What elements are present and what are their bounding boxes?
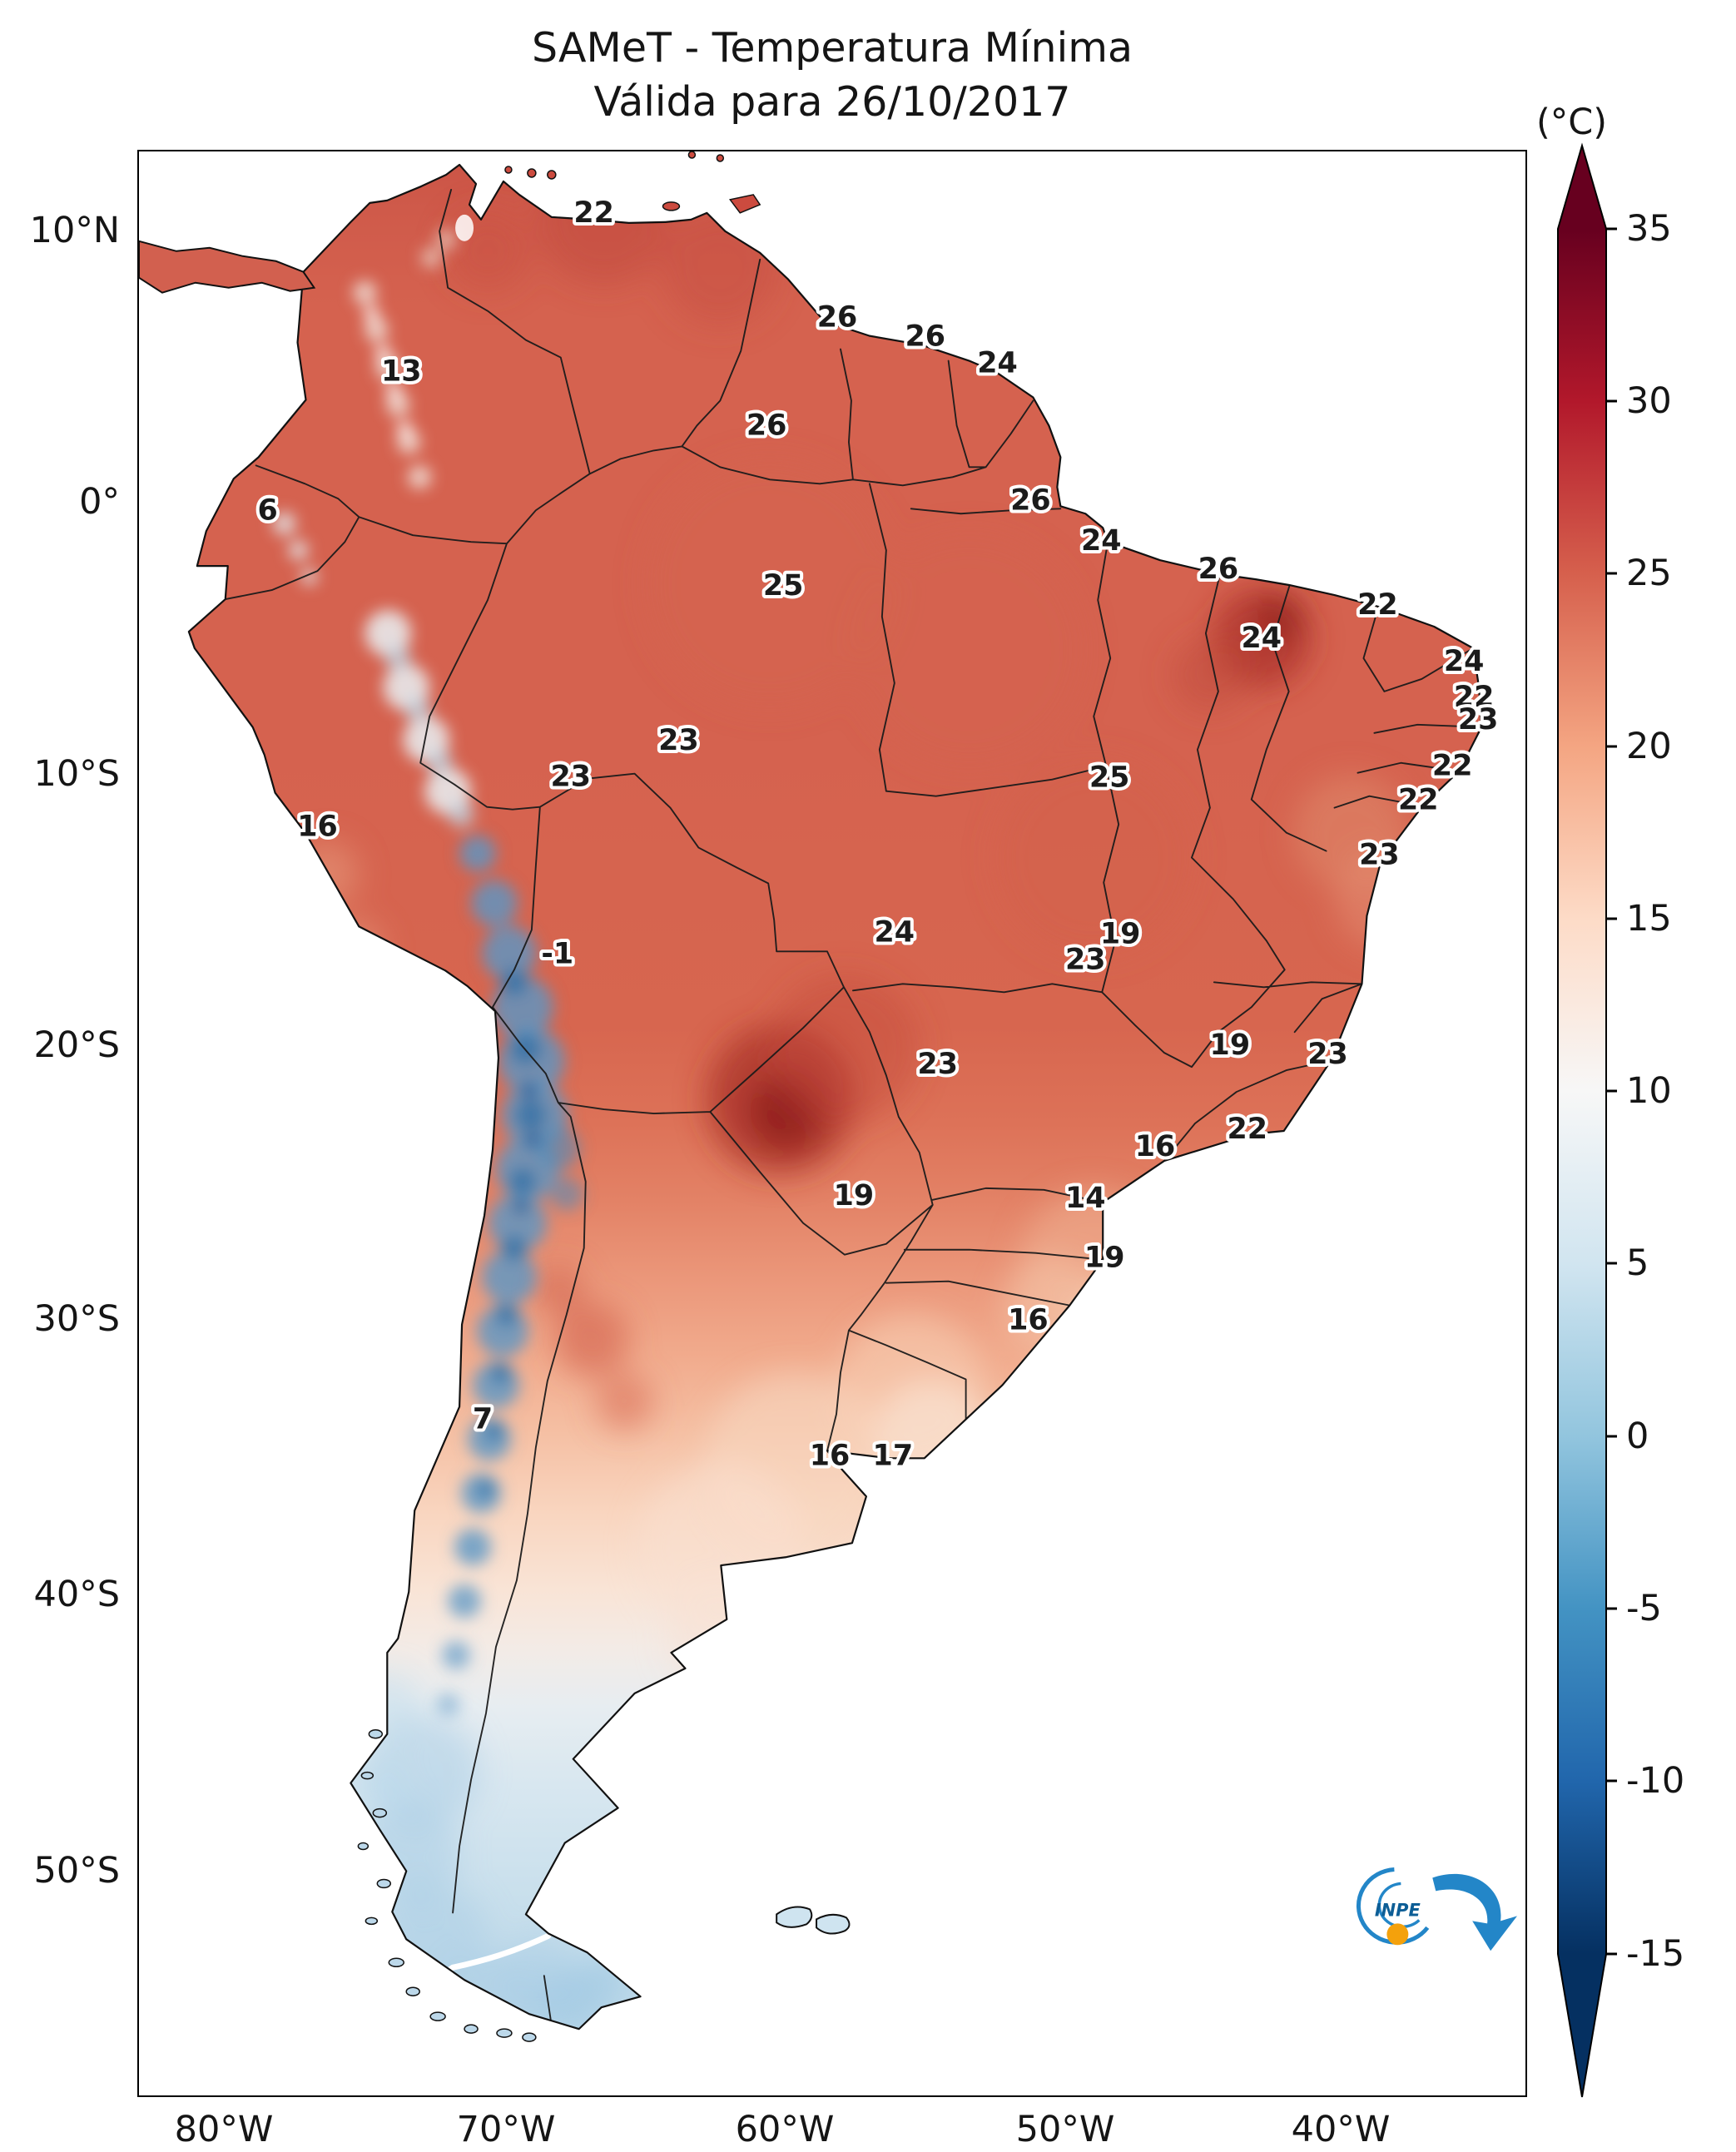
temperature-label: -1	[541, 937, 573, 970]
title-line2: Válida para 26/10/2017	[593, 77, 1071, 126]
colorbar-tick-mark	[1606, 1779, 1617, 1783]
colorbar-tick-label: -10	[1626, 1760, 1685, 1802]
temperature-label: 23	[1307, 1038, 1348, 1071]
temperature-label: 24	[875, 915, 915, 949]
colorbar-tick-label: 5	[1626, 1242, 1649, 1284]
temperature-label: 25	[1089, 761, 1130, 795]
temperature-label: 24	[1241, 622, 1282, 655]
colorbar-tick-mark	[1606, 1262, 1617, 1265]
lon-tick-label: 50°W	[1015, 2109, 1115, 2150]
temperature-label: 16	[297, 811, 338, 844]
title-line1: SAMeT - Temperatura Mínima	[532, 24, 1133, 72]
inpe-logo: INPE	[1356, 1867, 1518, 1951]
inpe-logo-text: INPE	[1375, 1900, 1421, 1920]
inpe-orange-dot-icon	[1386, 1923, 1409, 1946]
temperature-label: 22	[1228, 1113, 1268, 1146]
colorbar-tick-label: 35	[1626, 208, 1672, 250]
temperature-label: 13	[381, 355, 422, 389]
colorbar-tick-mark	[1606, 1435, 1617, 1438]
temperature-label: 23	[917, 1048, 958, 1081]
temperature-label: 22	[1398, 784, 1439, 817]
central-america-land	[139, 240, 316, 294]
lon-tick-label: 80°W	[174, 2109, 274, 2150]
chart-title: SAMeT - Temperatura Mínima Válida para 2…	[137, 22, 1527, 129]
temperature-label: 24	[1444, 645, 1485, 678]
temperature-field	[188, 164, 1482, 2030]
temperature-label: 23	[1359, 839, 1400, 872]
temperature-label: 23	[658, 724, 699, 757]
temperature-label: 7	[473, 1402, 493, 1435]
south-america-map: INPE 22262624132626624262522242422232325…	[139, 151, 1518, 2042]
andes-cold-band	[272, 229, 583, 1717]
lake-maracaibo	[455, 214, 474, 241]
colorbar-tick-label: 15	[1626, 898, 1672, 940]
colorbar-tick-label: -15	[1626, 1933, 1685, 1975]
lat-tick-label: 20°S	[33, 1024, 120, 1066]
colorbar-tick-mark	[1606, 572, 1617, 575]
colorbar-tick-mark	[1606, 227, 1617, 231]
temperature-label: 16	[1135, 1130, 1176, 1163]
colorbar-tick-mark	[1606, 1607, 1617, 1610]
temperature-label: 26	[905, 320, 945, 354]
strait-of-magellan	[426, 1932, 552, 1986]
lat-tick-label: 40°S	[33, 1574, 120, 1615]
colorbar	[1557, 142, 1607, 2098]
temperature-label: 16	[1008, 1304, 1049, 1337]
temperature-label: 23	[550, 761, 591, 794]
temperature-label: 26	[1198, 553, 1239, 586]
colorbar-gradient	[1557, 142, 1607, 2098]
temperature-label: 17	[873, 1439, 914, 1472]
chilean-archipelago	[357, 1729, 537, 2042]
colorbar-tick-label: 10	[1626, 1070, 1672, 1112]
colorbar-tick-label: 0	[1626, 1416, 1649, 1457]
temperature-label: 26	[1010, 483, 1051, 517]
falkland-islands	[776, 1906, 851, 1935]
temperature-label: 24	[1081, 524, 1122, 558]
temperature-label: 22	[1432, 750, 1473, 783]
temperature-label: 19	[1084, 1242, 1125, 1275]
temperature-label: 19	[1210, 1029, 1251, 1062]
country-and-state-borders	[224, 188, 1482, 2027]
inpe-swirl-icon	[1356, 1867, 1430, 1945]
temperature-label: 19	[834, 1179, 875, 1212]
inpe-arrow-icon	[1432, 1873, 1518, 1951]
lat-tick-label: 10°N	[29, 210, 120, 251]
caribbean-islands	[504, 151, 761, 214]
colorbar-tick-label: -5	[1626, 1588, 1662, 1629]
colorbar-tick-mark	[1606, 917, 1617, 920]
map-plot-area: INPE 22 26 26 24 13 26 26 6 24 26 25 22 24 24 22 23 23 25…	[137, 150, 1527, 2097]
colorbar-tick-label: 30	[1626, 380, 1672, 422]
lon-tick-label: 60°W	[735, 2109, 835, 2150]
temperature-label: 6	[257, 493, 277, 527]
colorbar-unit-label: (°C)	[1536, 102, 1608, 143]
lon-tick-label: 40°W	[1291, 2109, 1391, 2150]
colorbar-tick-mark	[1606, 1952, 1617, 1956]
temperature-label: 16	[810, 1439, 851, 1472]
temperature-label: 22	[1357, 588, 1398, 622]
temperature-label: 14	[1065, 1182, 1106, 1215]
temperature-label: 19	[1100, 917, 1141, 950]
temperature-label: 24	[977, 347, 1018, 380]
colorbar-tick-mark	[1606, 1089, 1617, 1093]
colorbar-tick-mark	[1606, 745, 1617, 748]
lon-tick-label: 70°W	[456, 2109, 556, 2150]
inpe-swirl-inner-icon	[1377, 1882, 1421, 1929]
temperature-label: 26	[817, 301, 858, 335]
temperature-label: 25	[763, 569, 804, 602]
temperature-label: 22	[1454, 681, 1495, 714]
colorbar-tick-mark	[1606, 399, 1617, 403]
lat-tick-label: 30°S	[33, 1298, 120, 1340]
temperature-label: 22	[573, 196, 614, 230]
temperature-label: 23	[1065, 943, 1106, 976]
lat-tick-label: 50°S	[33, 1850, 120, 1892]
colorbar-tick-label: 20	[1626, 726, 1672, 767]
temperature-label: 26	[746, 409, 787, 442]
lat-tick-label: 0°	[79, 481, 120, 523]
temperature-label: 23	[1458, 703, 1499, 736]
lat-tick-label: 10°S	[33, 753, 120, 795]
colorbar-tick-label: 25	[1626, 553, 1672, 594]
